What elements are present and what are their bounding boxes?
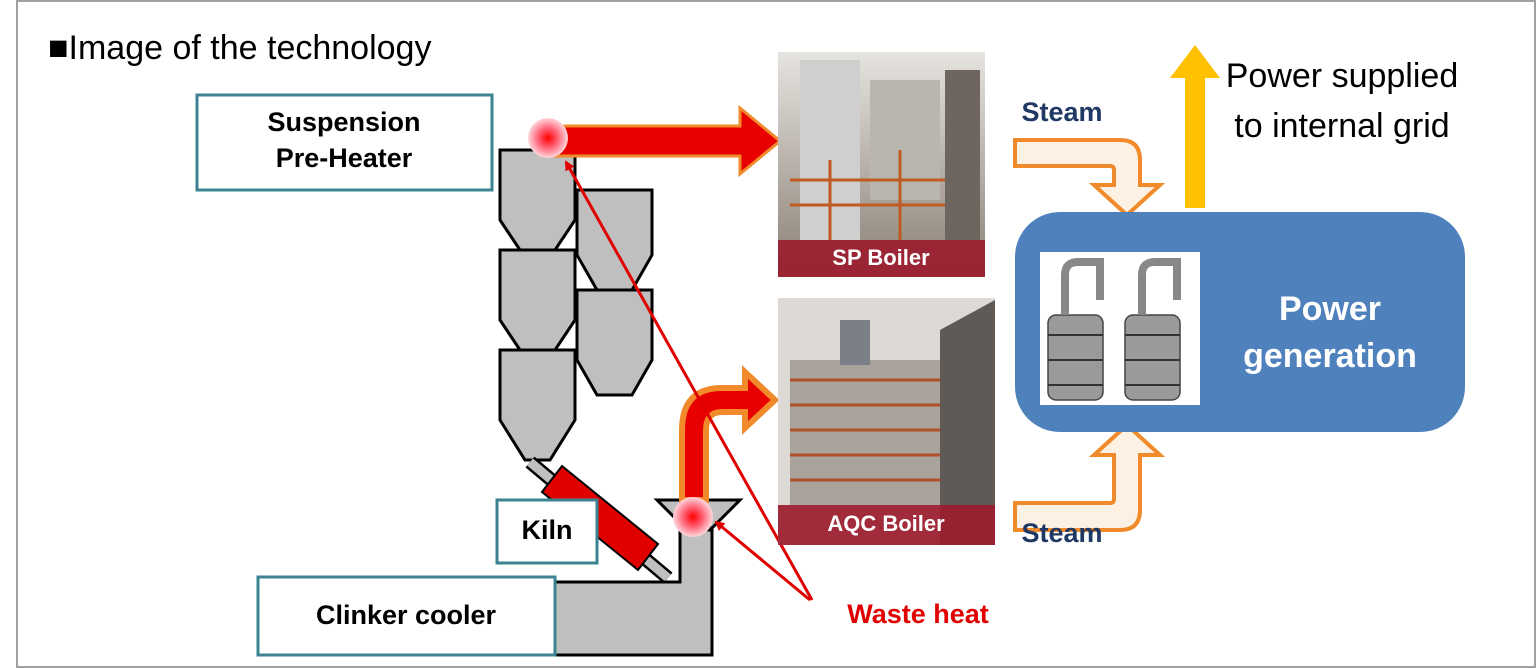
power-label: to internal grid [1234, 107, 1449, 145]
node-label: Power [1279, 290, 1381, 328]
node-label: AQC Boiler [827, 511, 945, 536]
steam-label: Steam [1021, 518, 1102, 548]
hot-spot [673, 497, 713, 537]
power-label: Power supplied [1226, 57, 1458, 95]
node-label: Suspension [267, 107, 420, 137]
diagram: ■Image of the technology Suspension Pre-… [0, 0, 1536, 668]
node-label: generation [1243, 337, 1417, 375]
steam-label: Steam [1021, 97, 1102, 127]
node-label: Clinker cooler [316, 600, 497, 630]
hot-spot [528, 118, 568, 158]
node-label: Pre-Heater [276, 143, 413, 173]
node-label: SP Boiler [832, 245, 930, 270]
node-label: Kiln [522, 515, 573, 545]
turbine-image [1040, 252, 1200, 405]
title: ■Image of the technology [48, 29, 431, 67]
waste-heat-label: Waste heat [847, 599, 989, 629]
sp-boiler-photo [778, 52, 985, 277]
aqc-boiler-photo [778, 298, 995, 545]
